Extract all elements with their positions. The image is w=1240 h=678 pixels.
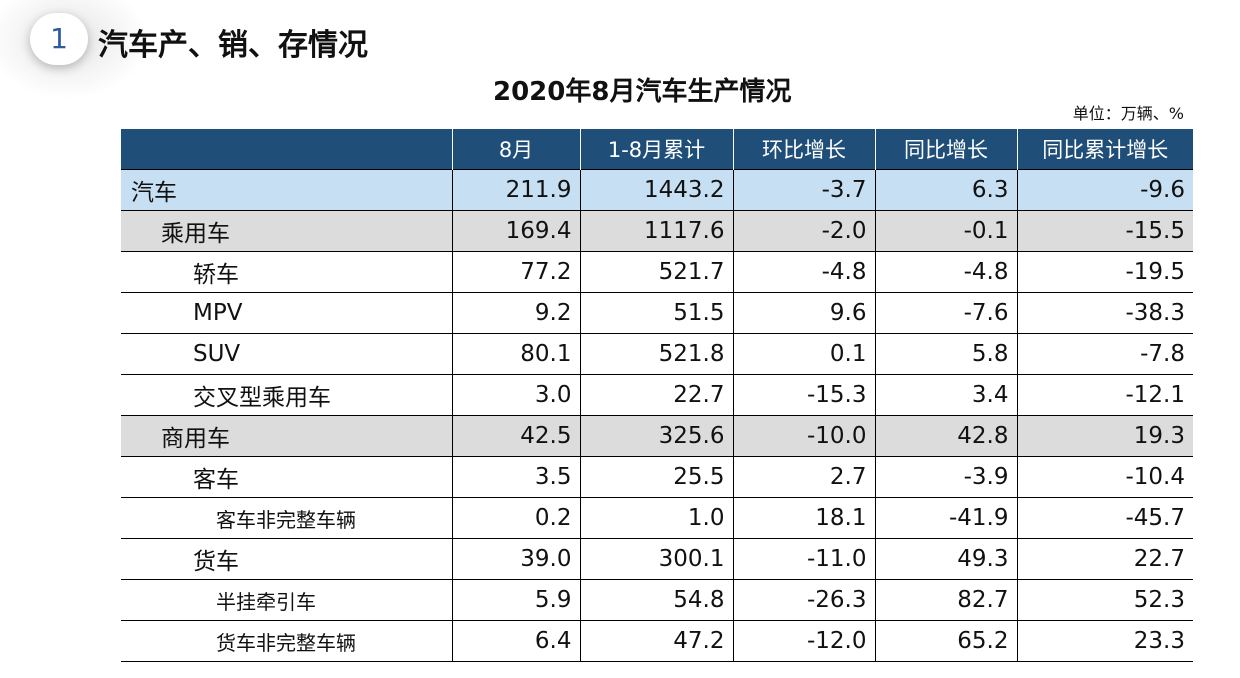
table-row: 货车 39.0 300.1 -11.0 49.3 22.7 [121, 538, 1193, 580]
table-cell: 25.5 [579, 456, 733, 498]
table-cell: 19.3 [1016, 415, 1193, 457]
table-cell: -11.0 [732, 538, 875, 580]
table-cell: 0.2 [451, 497, 580, 539]
table-cell: 65.2 [874, 620, 1017, 662]
table-cell: -10.4 [1016, 456, 1193, 498]
header-cumulative: 1-8月累计 [579, 129, 733, 170]
table-cell: 2.7 [732, 456, 875, 498]
section-number-badge: 1 [30, 13, 88, 65]
unit-label: 单位：万辆、% [1072, 104, 1184, 123]
table-cell: -4.8 [732, 251, 875, 293]
table-row: 乘用车 169.4 1117.6 -2.0 -0.1 -15.5 [121, 210, 1193, 252]
table-cell: -15.5 [1016, 210, 1193, 252]
table-cell: 5.9 [451, 579, 580, 621]
table-row: 商用车 42.5 325.6 -10.0 42.8 19.3 [121, 415, 1193, 457]
table-cell: 9.6 [732, 292, 875, 334]
header-yoy-growth: 同比增长 [874, 129, 1017, 170]
header-month: 8月 [451, 129, 580, 170]
table-cell: -7.8 [1016, 333, 1193, 375]
table-cell: 47.2 [579, 620, 733, 662]
table-cell: 521.7 [579, 251, 733, 293]
row-label: 货车非完整车辆 [121, 620, 452, 662]
table-row: 交叉型乘用车 3.0 22.7 -15.3 3.4 -12.1 [121, 374, 1193, 416]
table-cell: 1443.2 [579, 169, 733, 211]
table-cell: -38.3 [1016, 292, 1193, 334]
table-cell: 18.1 [732, 497, 875, 539]
table-cell: 521.8 [579, 333, 733, 375]
table-cell: 1.0 [579, 497, 733, 539]
table-row: 客车 3.5 25.5 2.7 -3.9 -10.4 [121, 456, 1193, 498]
table-cell: 6.4 [451, 620, 580, 662]
row-label: 客车非完整车辆 [121, 497, 452, 539]
table-row: SUV 80.1 521.8 0.1 5.8 -7.8 [121, 333, 1193, 375]
table-cell: -4.8 [874, 251, 1017, 293]
table-cell: -2.0 [732, 210, 875, 252]
table-cell: 22.7 [1016, 538, 1193, 580]
table-cell: -19.5 [1016, 251, 1193, 293]
row-label: 交叉型乘用车 [121, 374, 452, 416]
table-row: MPV 9.2 51.5 9.6 -7.6 -38.3 [121, 292, 1193, 334]
header-category [121, 129, 452, 170]
table-cell: -9.6 [1016, 169, 1193, 211]
table-cell: 42.5 [451, 415, 580, 457]
table-cell: -41.9 [874, 497, 1017, 539]
table-row: 轿车 77.2 521.7 -4.8 -4.8 -19.5 [121, 251, 1193, 293]
table-row: 半挂牵引车 5.9 54.8 -26.3 82.7 52.3 [121, 579, 1193, 621]
row-label: 乘用车 [121, 210, 452, 252]
table-cell: 80.1 [451, 333, 580, 375]
row-label: MPV [121, 292, 452, 334]
table-cell: 49.3 [874, 538, 1017, 580]
table-cell: 169.4 [451, 210, 580, 252]
table-title: 2020年8月汽车生产情况 [493, 77, 792, 107]
table-cell: -3.9 [874, 456, 1017, 498]
table-cell: -15.3 [732, 374, 875, 416]
row-label: 商用车 [121, 415, 452, 457]
row-label: 货车 [121, 538, 452, 580]
table-cell: 51.5 [579, 292, 733, 334]
table-cell: 300.1 [579, 538, 733, 580]
table-cell: -3.7 [732, 169, 875, 211]
table-cell: -26.3 [732, 579, 875, 621]
table-cell: 3.5 [451, 456, 580, 498]
table-cell: 52.3 [1016, 579, 1193, 621]
row-label: SUV [121, 333, 452, 375]
section-title: 汽车产、销、存情况 [98, 28, 368, 63]
table-cell: 77.2 [451, 251, 580, 293]
table-row: 汽车 211.9 1443.2 -3.7 6.3 -9.6 [121, 169, 1193, 211]
table-cell: 211.9 [451, 169, 580, 211]
table-cell: 0.1 [732, 333, 875, 375]
table-cell: 23.3 [1016, 620, 1193, 662]
production-table: 8月 1-8月累计 环比增长 同比增长 同比累计增长 汽车 211.9 1443.2… [121, 129, 1193, 662]
table-cell: 39.0 [451, 538, 580, 580]
row-label: 轿车 [121, 251, 452, 293]
table-cell: 3.0 [451, 374, 580, 416]
header-mom-growth: 环比增长 [732, 129, 875, 170]
table-cell: 1117.6 [579, 210, 733, 252]
table-cell: -7.6 [874, 292, 1017, 334]
table-cell: 325.6 [579, 415, 733, 457]
table-cell: -12.1 [1016, 374, 1193, 416]
table-cell: 6.3 [874, 169, 1017, 211]
table-cell: 54.8 [579, 579, 733, 621]
table-cell: 3.4 [874, 374, 1017, 416]
table-row: 客车非完整车辆 0.2 1.0 18.1 -41.9 -45.7 [121, 497, 1193, 539]
table-row: 货车非完整车辆 6.4 47.2 -12.0 65.2 23.3 [121, 620, 1193, 662]
row-label: 半挂牵引车 [121, 579, 452, 621]
table-body: 汽车 211.9 1443.2 -3.7 6.3 -9.6 乘用车 169.4 1117.6 -2… [121, 169, 1193, 662]
table-cell: 5.8 [874, 333, 1017, 375]
table-cell: -0.1 [874, 210, 1017, 252]
table-cell: -12.0 [732, 620, 875, 662]
row-label: 客车 [121, 456, 452, 498]
table-cell: 9.2 [451, 292, 580, 334]
table-cell: 82.7 [874, 579, 1017, 621]
table-header-row: 8月 1-8月累计 环比增长 同比增长 同比累计增长 [121, 129, 1193, 170]
table-cell: -10.0 [732, 415, 875, 457]
table-cell: 42.8 [874, 415, 1017, 457]
table-cell: -45.7 [1016, 497, 1193, 539]
row-label: 汽车 [121, 169, 452, 211]
table-cell: 22.7 [579, 374, 733, 416]
header-yoy-cumulative-growth: 同比累计增长 [1016, 129, 1193, 170]
